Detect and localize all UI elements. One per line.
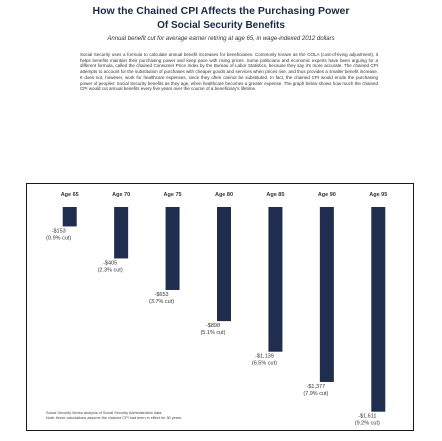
bar [371,207,386,412]
data-label: -$653 [155,292,169,298]
data-label-pct: (3.7% cut) [149,299,174,305]
data-label-pct: (7.9% cut) [303,391,328,397]
bar [114,207,129,259]
data-label: -$1,377 [307,384,326,390]
data-label: -$153 [52,228,66,234]
chart-caption: Annual benefit cut for average earner re… [107,36,335,42]
data-label: -$1,611 [358,414,376,420]
x-tick-label: Age 75 [164,192,182,198]
x-tick-label: Age 70 [112,192,130,198]
bar [217,207,231,322]
data-label: -$898 [206,323,220,329]
data-label-pct: (2.3% cut) [98,267,123,273]
chart-title: How the Chained CPI Affects the Purchasi… [92,5,350,17]
x-tick-label: Age 65 [61,192,79,198]
data-label-pct: (9.2% cut) [355,421,380,427]
bar [268,207,283,352]
chart-frame [26,183,414,431]
x-tick-label: Age 80 [215,192,233,198]
data-label: -$405 [103,260,117,266]
description-text: Social Security uses a formula to calcul… [80,52,378,92]
bar [319,207,334,382]
data-label-pct: (0.9% cut) [46,235,71,241]
bar [165,207,180,290]
data-label: -$1,139 [255,354,274,360]
footnote-note: Note: these calculations assume the chai… [46,416,182,420]
chart-subtitle: Of Social Security Benefits [157,20,285,31]
data-label-pct: (5.1% cut) [200,330,225,336]
footnote-source: Social Security Works analysis of Social… [46,411,162,415]
x-tick-label: Age 95 [369,192,387,198]
x-tick-label: Age 85 [266,192,284,198]
data-label-pct: (6.5% cut) [252,361,277,367]
x-tick-label: Age 90 [318,192,336,198]
bar [62,207,77,227]
